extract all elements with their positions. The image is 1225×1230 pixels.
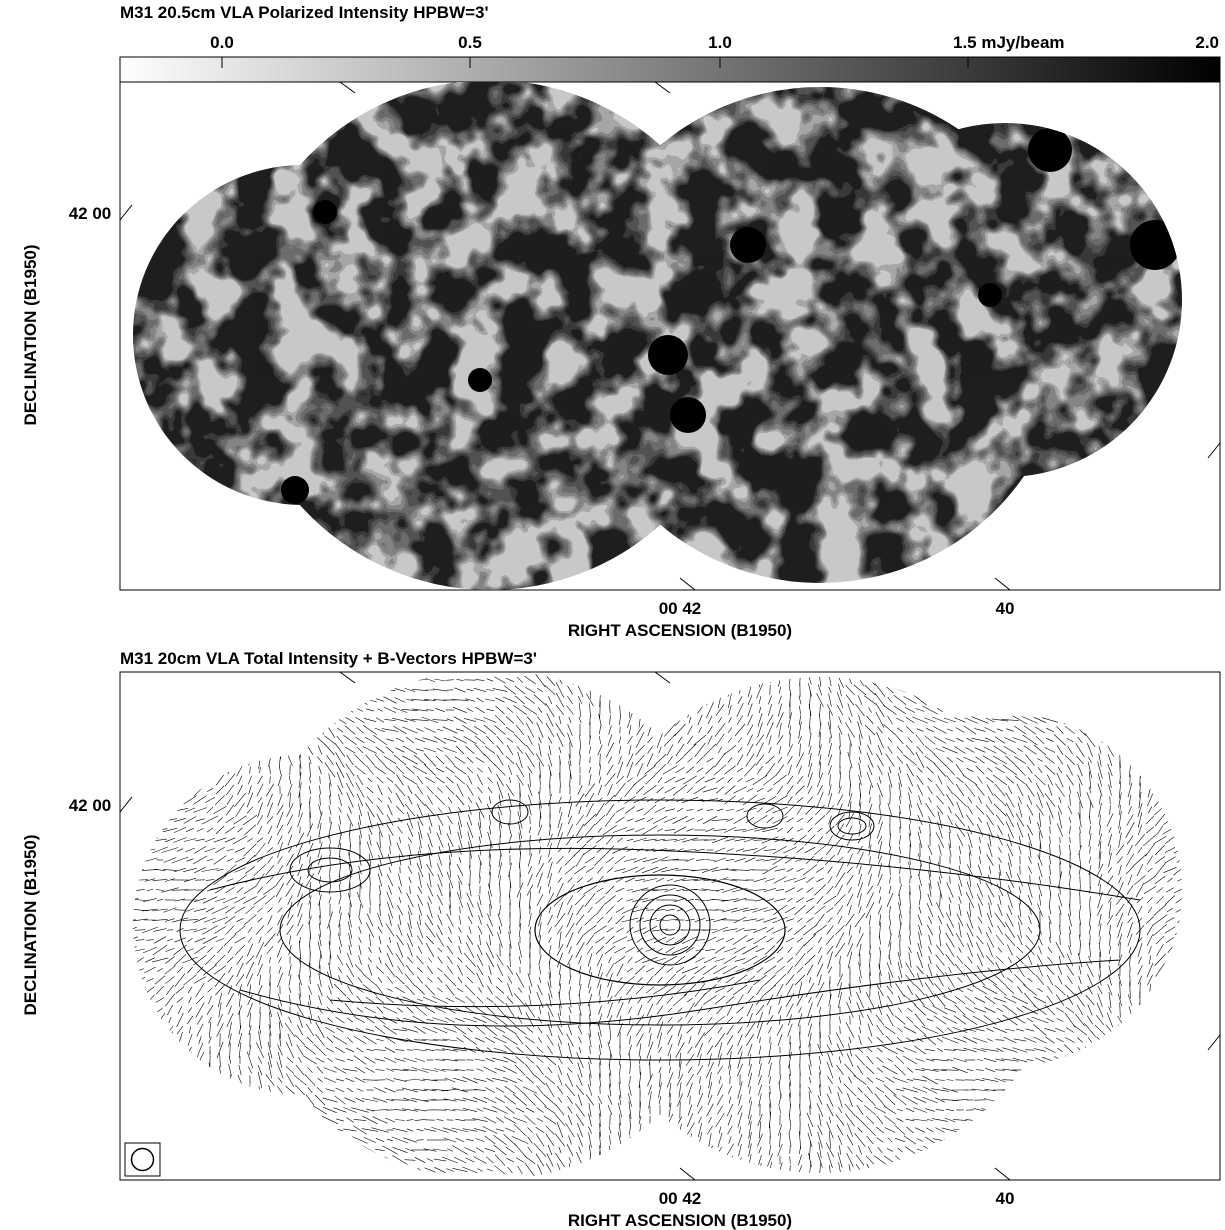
y-tick-label: 42 00 [69,204,112,223]
colorbar-label: 0.5 [458,33,482,52]
colorbar-label: 0.0 [210,33,234,52]
panel-title: M31 20.5cm VLA Polarized Intensity HPBW=… [120,3,489,22]
x-tick-label: 40 [996,599,1015,618]
colorbar-label: 1.0 [708,33,732,52]
x-axis-label: RIGHT ASCENSION (B1950) [568,621,792,640]
colorbar-label: 2.0 [1195,33,1219,52]
x-tick-label: 00 42 [659,599,702,618]
colorbar-label: 1.5 mJy/beam [953,33,1065,52]
y-axis-label: DECLINATION (B1950) [21,244,40,425]
colorbar [120,57,1220,82]
panel-title: M31 20cm VLA Total Intensity + B-Vectors… [120,649,537,668]
